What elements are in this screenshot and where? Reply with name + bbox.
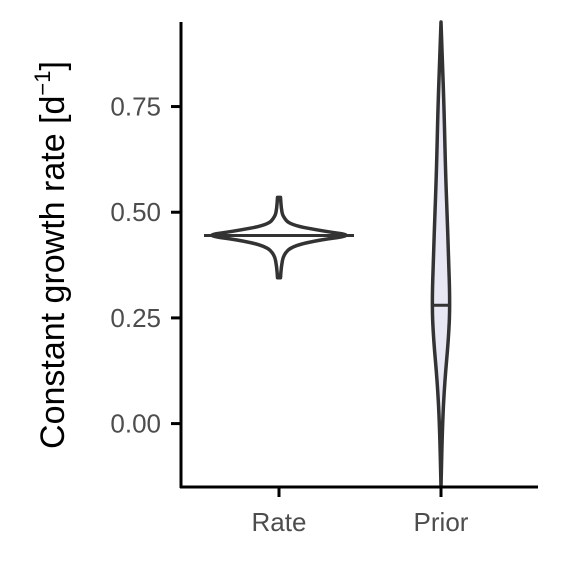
y-axis-title-main: Constant growth rate [d: [34, 96, 72, 449]
y-axis-title: Constant growth rate [d−1]: [30, 61, 72, 449]
violin-rate: [210, 195, 348, 280]
y-axis-title-superscript: −1: [30, 70, 55, 95]
y-tick-label: 0.50: [110, 197, 161, 227]
violin-prior: [430, 20, 452, 489]
y-tick-label: 0.00: [110, 409, 161, 439]
x-tick-label: Rate: [252, 507, 307, 537]
y-axis-title-suffix: ]: [34, 61, 72, 70]
x-tick-label: Prior: [414, 507, 469, 537]
y-tick-label: 0.25: [110, 303, 161, 333]
y-tick-label: 0.75: [110, 92, 161, 122]
